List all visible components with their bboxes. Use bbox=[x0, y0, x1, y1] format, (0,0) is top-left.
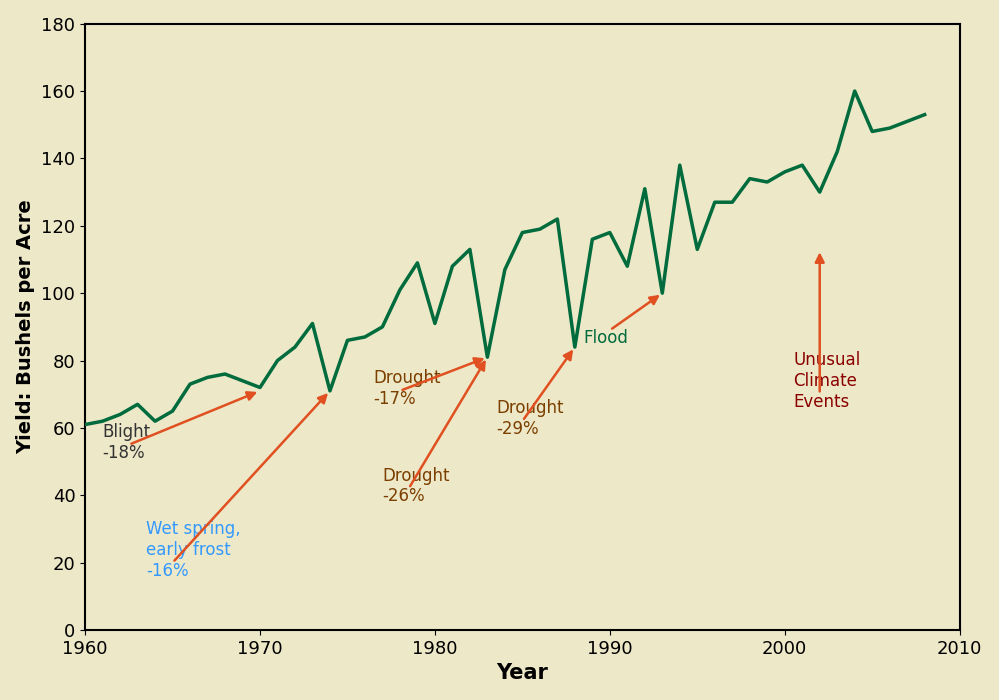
Text: Flood: Flood bbox=[583, 329, 628, 347]
Text: Drought
-29%: Drought -29% bbox=[497, 399, 563, 438]
X-axis label: Year: Year bbox=[497, 664, 548, 683]
Text: Unusual
Climate
Events: Unusual Climate Events bbox=[793, 351, 861, 411]
Text: Drought
-17%: Drought -17% bbox=[374, 369, 442, 407]
Y-axis label: Yield: Bushels per Acre: Yield: Bushels per Acre bbox=[17, 199, 36, 454]
Text: Blight
-18%: Blight -18% bbox=[103, 423, 151, 461]
Text: Drought
-26%: Drought -26% bbox=[383, 467, 450, 505]
Text: Wet spring,
early frost
-16%: Wet spring, early frost -16% bbox=[146, 520, 241, 580]
